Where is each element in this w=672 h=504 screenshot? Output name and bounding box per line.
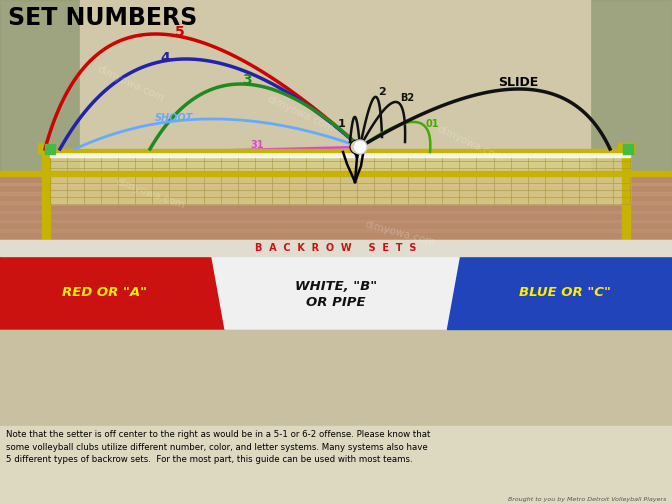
Bar [0, 211, 672, 213]
Bar [50, 152, 630, 157]
Bar [0, 183, 672, 185]
Circle shape [353, 140, 367, 154]
Text: dimyowa.com: dimyowa.com [364, 220, 436, 248]
Text: RED OR "A": RED OR "A" [62, 285, 147, 298]
Text: SHOOT: SHOOT [155, 113, 194, 123]
Text: WHITE, "B"
OR PIPE: WHITE, "B" OR PIPE [295, 280, 377, 308]
Text: 31: 31 [250, 140, 263, 150]
Bar [50, 154, 630, 204]
Bar [618, 143, 634, 153]
Text: 3: 3 [242, 73, 251, 87]
Text: dimyowa.com: dimyowa.com [435, 124, 505, 164]
Text: 2: 2 [378, 87, 386, 97]
Bar [42, 149, 50, 244]
Bar [50, 149, 630, 152]
Bar [0, 220, 672, 222]
Bar [590, 0, 672, 244]
Text: B2: B2 [400, 93, 414, 103]
Bar [38, 143, 54, 153]
Bar [622, 149, 630, 244]
Bar [0, 238, 672, 241]
Polygon shape [210, 246, 462, 329]
Text: 01: 01 [426, 119, 439, 129]
Polygon shape [0, 246, 225, 329]
Polygon shape [447, 246, 672, 329]
Text: SET NUMBERS: SET NUMBERS [8, 6, 198, 30]
Text: dimyowa.com: dimyowa.com [265, 94, 335, 134]
Text: 1: 1 [338, 119, 346, 129]
Text: BLUE OR "C": BLUE OR "C" [519, 285, 611, 298]
Bar [80, 0, 590, 244]
Text: SLIDE: SLIDE [498, 76, 538, 89]
Circle shape [350, 140, 364, 154]
Text: Note that the setter is off center to the right as would be in a 5-1 or 6-2 offe: Note that the setter is off center to th… [6, 430, 430, 464]
Text: B  A  C  K  R  O  W     S  E  T  S: B A C K R O W S E T S [255, 243, 417, 253]
Bar [0, 240, 672, 256]
Text: dimyowa.com: dimyowa.com [95, 64, 165, 104]
Polygon shape [0, 174, 672, 244]
Bar [0, 192, 672, 195]
Text: dimyowa.com: dimyowa.com [114, 177, 186, 211]
Text: Brought to you by Metro Detroit Volleyball Players: Brought to you by Metro Detroit Volleyba… [507, 497, 666, 502]
Bar [0, 0, 672, 244]
Bar [0, 229, 672, 232]
Bar [0, 0, 80, 244]
Bar [0, 173, 672, 176]
Text: 5: 5 [175, 25, 185, 39]
Bar [0, 240, 672, 246]
Text: 4: 4 [160, 51, 170, 65]
Bar [0, 426, 672, 504]
Bar [0, 202, 672, 204]
Bar [0, 171, 672, 176]
